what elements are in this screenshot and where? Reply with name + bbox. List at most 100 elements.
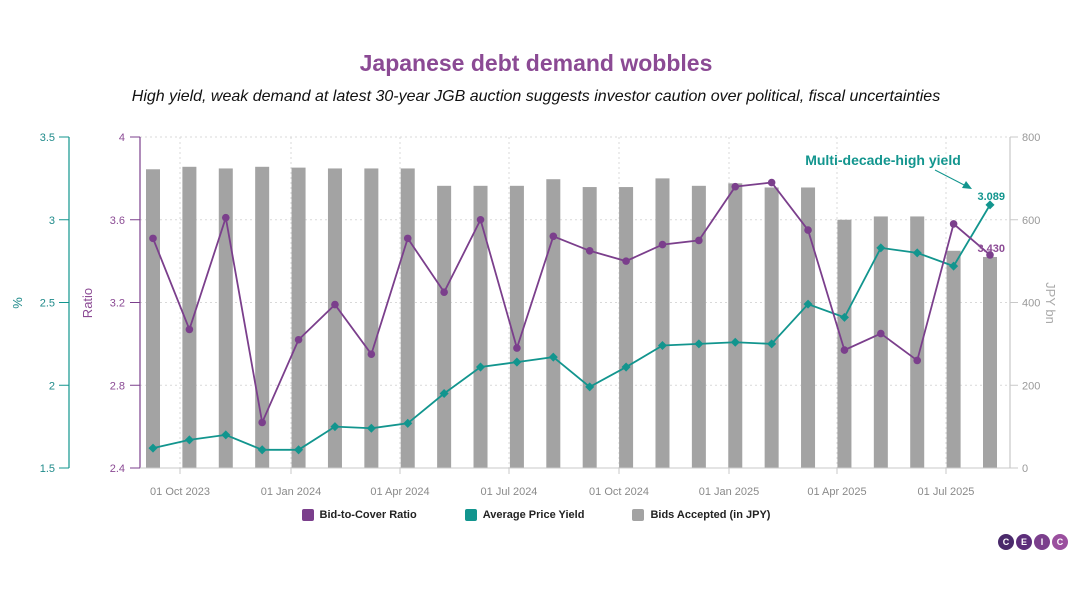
legend-label-yield: Average Price Yield: [482, 509, 585, 521]
ratio-tick-label: 3.6: [110, 215, 125, 227]
x-tick-label: 01 Jan 2024: [261, 486, 322, 498]
ratio-point: [367, 350, 376, 359]
legend: Bid-to-Cover Ratio Average Price Yield B…: [0, 509, 1072, 521]
bar-bids: [655, 178, 670, 468]
bar-bids: [873, 216, 888, 468]
bar-bids: [946, 250, 961, 468]
bar-bids: [546, 179, 561, 468]
chart-title: Japanese debt demand wobbles: [359, 50, 713, 76]
bar-bids: [619, 187, 634, 468]
logo-letter: E: [1016, 534, 1032, 550]
ratio-point: [731, 182, 740, 191]
x-tick-label: 01 Oct 2023: [150, 486, 210, 498]
ratio-point: [258, 418, 266, 427]
legend-item-yield[interactable]: Average Price Yield: [464, 509, 585, 521]
ratio-point: [185, 325, 194, 334]
ratio-point: [804, 226, 812, 234]
x-tick-label: 01 Apr 2024: [370, 486, 429, 498]
x-tick-label: 01 Apr 2025: [807, 486, 866, 498]
yield-point: [221, 430, 231, 440]
bar-bids: [437, 185, 452, 468]
bar-bids: [182, 166, 197, 469]
ratio-point: [695, 236, 703, 245]
yield-point: [148, 443, 158, 453]
ratio-point: [585, 246, 594, 255]
x-tick-label: 01 Jul 2025: [918, 486, 975, 498]
ratio-point: [549, 232, 558, 241]
x-tick-label: 01 Jan 2025: [699, 486, 760, 498]
bar-bids: [218, 168, 233, 468]
bar-bids: [910, 216, 925, 468]
yield-point: [803, 299, 813, 309]
yield-tick-label: 3: [49, 215, 55, 227]
bar-bids: [509, 185, 524, 468]
legend-label-ratio: Bid-to-Cover Ratio: [319, 509, 417, 521]
bar-bids: [582, 187, 597, 468]
annotation-arrow-line: [934, 169, 969, 188]
yield-axis-title: %: [10, 297, 25, 309]
annotation-arrow-head: [962, 181, 972, 189]
ceic-logo: C E I C: [998, 534, 1068, 550]
bids-tick-label: 200: [1022, 380, 1040, 392]
bar-bids: [691, 185, 706, 468]
bar-bids: [146, 169, 160, 468]
legend-swatch-yield: [464, 509, 477, 521]
ratio-point: [767, 178, 776, 187]
bar-bids: [291, 167, 306, 468]
ratio-point: [476, 215, 485, 224]
bar-bids: [255, 166, 270, 469]
logo-letter: C: [1052, 534, 1068, 550]
yield-line: [152, 204, 991, 451]
ratio-tick-label: 3.2: [110, 298, 125, 310]
ratio-point: [331, 300, 339, 309]
bar-bids: [837, 219, 852, 468]
ratio-point: [440, 288, 448, 296]
yield-point: [949, 261, 959, 271]
ratio-tick-label: 4: [119, 132, 125, 144]
bar-bids: [983, 256, 997, 468]
legend-item-ratio[interactable]: Bid-to-Cover Ratio: [301, 509, 417, 521]
legend-label-bids: Bids Accepted (in JPY): [650, 509, 771, 521]
bar-bids: [364, 168, 379, 468]
bids-tick-label: 800: [1022, 132, 1040, 144]
ratio-point: [513, 344, 521, 352]
legend-item-bids[interactable]: Bids Accepted (in JPY): [632, 509, 770, 521]
bar-bids: [764, 187, 779, 469]
last-yield-label: 3.089: [977, 191, 1005, 203]
ratio-point: [403, 234, 412, 243]
yield-point: [512, 357, 522, 367]
bar-bids: [728, 183, 743, 468]
logo-letter: I: [1034, 534, 1050, 550]
bids-axis-title: JPY bn: [1043, 282, 1058, 324]
yield-tick-label: 3.5: [40, 132, 55, 144]
ratio-point: [877, 329, 885, 338]
ratio-axis-title: Ratio: [80, 288, 95, 318]
ratio-point: [949, 220, 958, 228]
ratio-point: [840, 346, 849, 354]
yield-point: [548, 352, 558, 362]
yield-point: [839, 312, 849, 322]
legend-swatch-bids: [632, 509, 645, 521]
ratio-point: [913, 356, 922, 365]
logo-letter: C: [998, 534, 1014, 550]
bids-tick-label: 600: [1022, 215, 1040, 227]
x-tick-label: 01 Oct 2024: [589, 486, 649, 498]
bar-bids: [801, 187, 816, 469]
bids-tick-label: 0: [1022, 463, 1028, 475]
yield-tick-label: 2: [49, 380, 55, 392]
bids-tick-label: 400: [1022, 298, 1040, 310]
yield-tick-label: 2.5: [40, 298, 55, 310]
bar-bids: [327, 168, 342, 468]
last-ratio-label: 3.430: [977, 243, 1005, 255]
ratio-point: [658, 240, 667, 249]
bar-bids: [473, 185, 488, 468]
legend-swatch-ratio: [301, 509, 314, 521]
ratio-line: [152, 181, 991, 426]
yield-tick-label: 1.5: [40, 463, 55, 475]
ratio-tick-label: 2.4: [110, 463, 125, 475]
ratio-point: [149, 234, 157, 243]
ratio-point: [622, 257, 630, 265]
ratio-point: [221, 213, 230, 222]
annotation-high-yield: Multi-decade-high yield: [805, 152, 961, 168]
ratio-point: [986, 251, 994, 259]
